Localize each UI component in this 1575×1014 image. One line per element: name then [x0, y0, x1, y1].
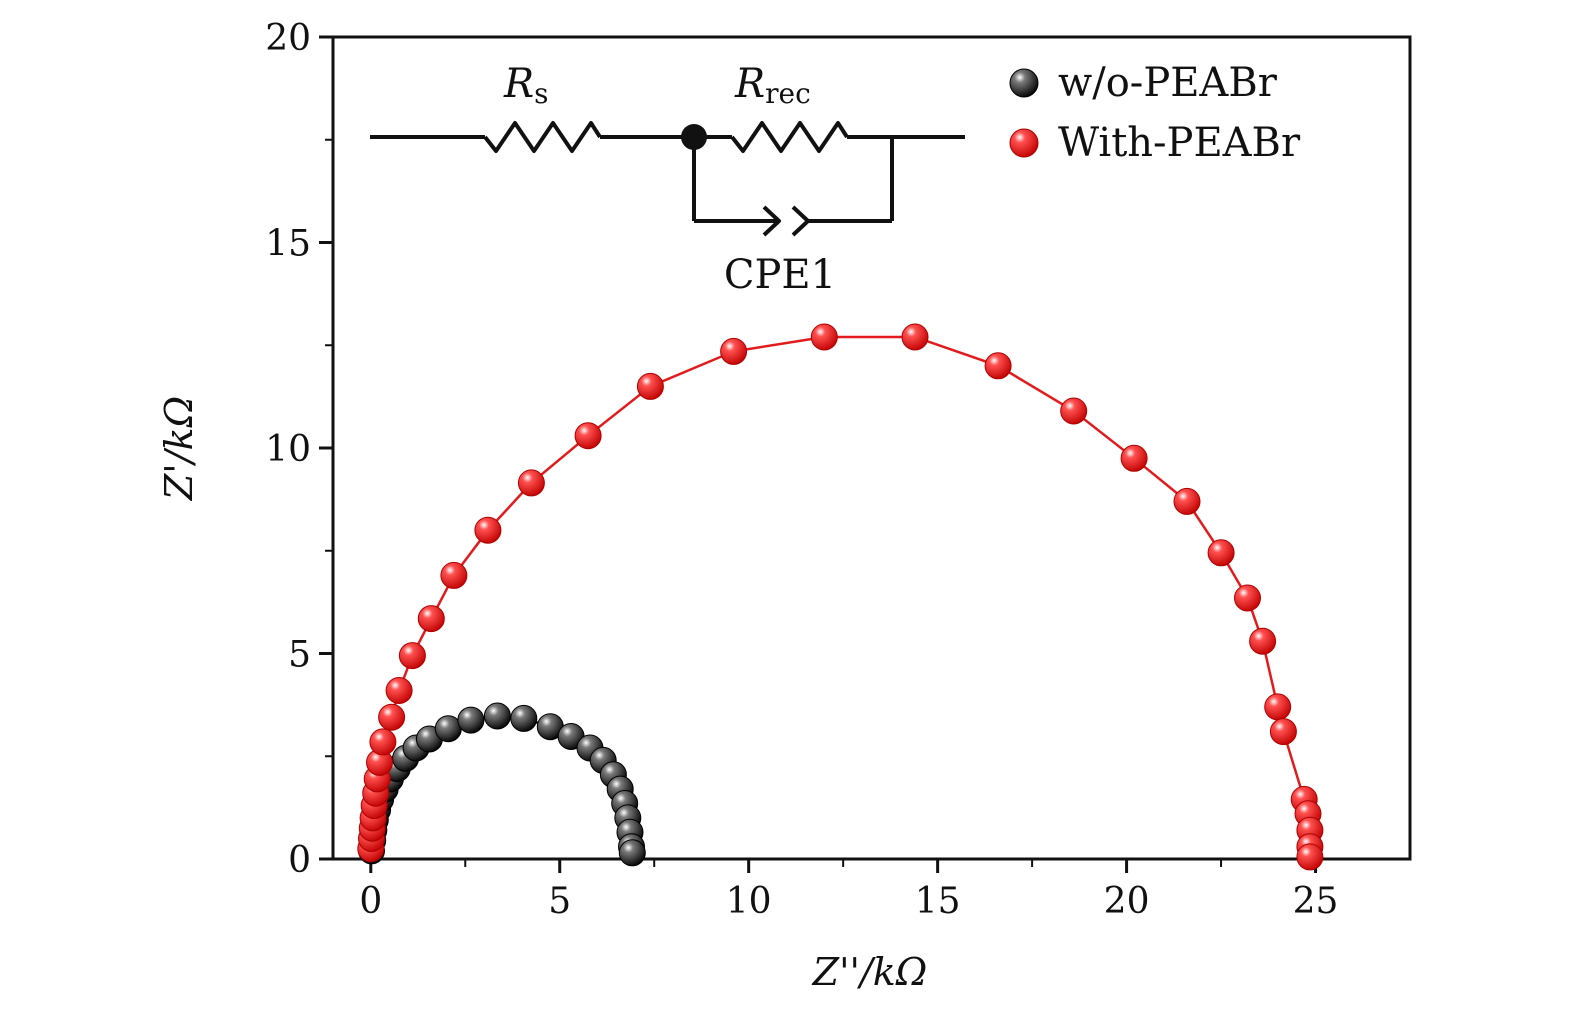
data-point	[1060, 397, 1088, 425]
y-tick-label: 0	[288, 840, 311, 881]
x-tick-label: 15	[915, 881, 961, 922]
data-point	[385, 677, 413, 704]
data-point	[618, 839, 646, 867]
legend: w/o-PEABr With-PEABr	[1009, 60, 1301, 166]
resistor-rs	[483, 121, 602, 153]
data-point	[369, 728, 397, 756]
circuit-junction-node	[681, 124, 707, 150]
data-point	[474, 516, 502, 544]
legend-label-with-peabr: With-PEABr	[1058, 120, 1301, 166]
data-point	[378, 703, 406, 731]
data-point	[1269, 718, 1297, 746]
label-rrec: Rrec	[734, 61, 811, 110]
x-axis-ticks: 0 5 10 15 20 25	[359, 859, 1338, 922]
y-tick-label: 10	[265, 429, 311, 470]
x-tick-label: 0	[359, 881, 382, 922]
series-w/o-PEABr	[358, 702, 646, 867]
legend-label-wo-peabr: w/o-PEABr	[1058, 60, 1278, 106]
series-layer	[357, 323, 1324, 871]
data-point	[720, 337, 748, 365]
x-tick-label: 10	[726, 881, 772, 922]
data-point	[517, 469, 545, 497]
data-point	[1264, 693, 1292, 721]
label-rs: Rs	[503, 61, 549, 110]
data-point	[1207, 539, 1235, 567]
y-tick-label: 5	[288, 635, 311, 676]
y-axis-ticks: 0 5 10 15 20	[265, 18, 333, 881]
data-point	[901, 323, 929, 351]
data-point	[574, 422, 602, 450]
x-tick-label: 25	[1293, 881, 1339, 922]
data-point	[636, 372, 664, 400]
cpe-element-left	[762, 205, 781, 237]
data-point	[810, 323, 838, 351]
data-point	[434, 715, 462, 743]
x-axis-title: Z''/kΩ	[812, 950, 928, 994]
label-cpe1: CPE1	[724, 252, 836, 298]
data-point	[457, 706, 485, 734]
data-point	[417, 605, 445, 633]
x-tick-label: 20	[1104, 881, 1150, 922]
cpe-element-right	[791, 205, 810, 237]
data-point	[1173, 487, 1201, 515]
data-point	[440, 561, 468, 589]
data-point	[398, 642, 426, 670]
equivalent-circuit	[370, 121, 965, 237]
data-point	[1234, 584, 1261, 612]
legend-marker-wo-peabr	[1009, 68, 1039, 98]
series-fit-line	[369, 335, 1312, 857]
data-point	[1249, 627, 1277, 655]
data-point	[483, 702, 511, 730]
resistor-rrec	[730, 121, 849, 153]
data-point	[984, 352, 1012, 380]
series-With-PEABr	[357, 323, 1324, 871]
y-axis-title: Z'/kΩ	[157, 396, 201, 501]
y-tick-label: 20	[265, 18, 311, 59]
x-tick-label: 5	[548, 881, 571, 922]
legend-marker-with-peabr	[1009, 128, 1039, 158]
data-point	[510, 704, 538, 732]
y-tick-label: 15	[265, 224, 311, 265]
data-point	[1120, 444, 1148, 472]
data-point	[1296, 843, 1324, 871]
